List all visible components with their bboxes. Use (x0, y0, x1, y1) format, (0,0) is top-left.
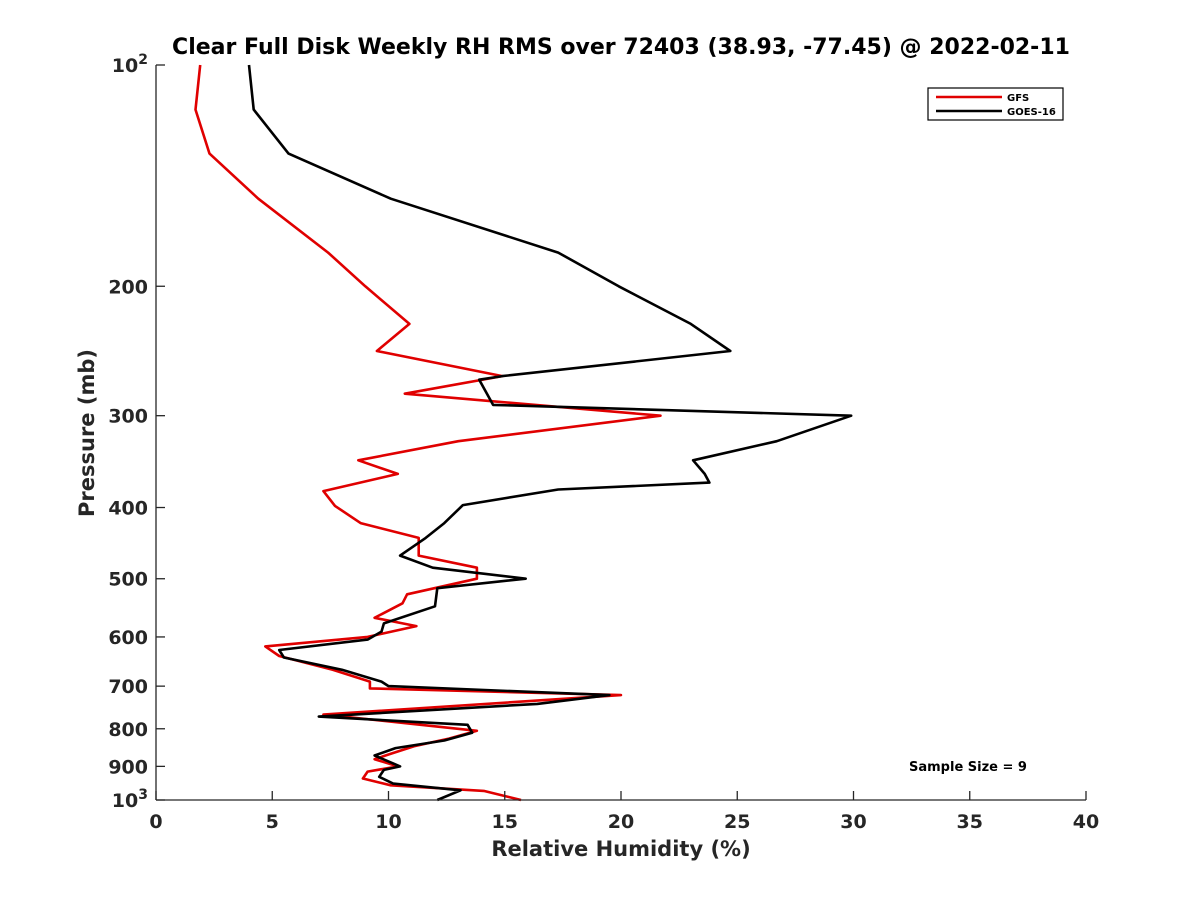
plot-area (194, 64, 853, 802)
y-axis-title: Pressure (mb) (75, 349, 99, 517)
x-tick-label: 20 (608, 811, 634, 833)
x-tick-label: 15 (492, 811, 518, 833)
x-tick-label: 5 (266, 811, 279, 833)
x-tick-label: 35 (957, 811, 983, 833)
y-tick-label: 800 (108, 719, 148, 741)
x-tick-label: 30 (840, 811, 866, 833)
y-tick-label: 103 (112, 787, 148, 812)
x-axis-ticks: 0 5 10 15 20 25 30 35 40 (149, 791, 1099, 833)
y-tick-label: 900 (108, 756, 148, 778)
sample-size-annotation: Sample Size = 9 (909, 760, 1027, 775)
x-axis-title: Relative Humidity (%) (491, 837, 750, 861)
legend: GFS GOES-16 (927, 87, 1064, 121)
x-tick-label: 10 (375, 811, 401, 833)
y-tick-label: 700 (108, 676, 148, 698)
y-axis-ticks: 102 200 300 400 500 600 700 800 900 103 (108, 52, 165, 812)
legend-label-goes-16: GOES-16 (1007, 107, 1056, 118)
series-line-goes-16 (247, 64, 853, 802)
legend-box (927, 87, 1064, 121)
legend-label-gfs: GFS (1007, 93, 1029, 104)
y-tick-label: 300 (108, 406, 148, 428)
x-tick-label: 25 (724, 811, 750, 833)
y-tick-label: 102 (112, 52, 148, 77)
chart-title: Clear Full Disk Weekly RH RMS over 72403… (172, 35, 1070, 60)
x-tick-label: 40 (1073, 811, 1099, 833)
y-tick-label: 600 (108, 627, 148, 649)
y-tick-label: 500 (108, 569, 148, 591)
x-tick-label: 0 (149, 811, 162, 833)
y-tick-label: 200 (108, 276, 148, 298)
series-line-gfs (194, 64, 662, 802)
y-tick-label: 400 (108, 498, 148, 520)
